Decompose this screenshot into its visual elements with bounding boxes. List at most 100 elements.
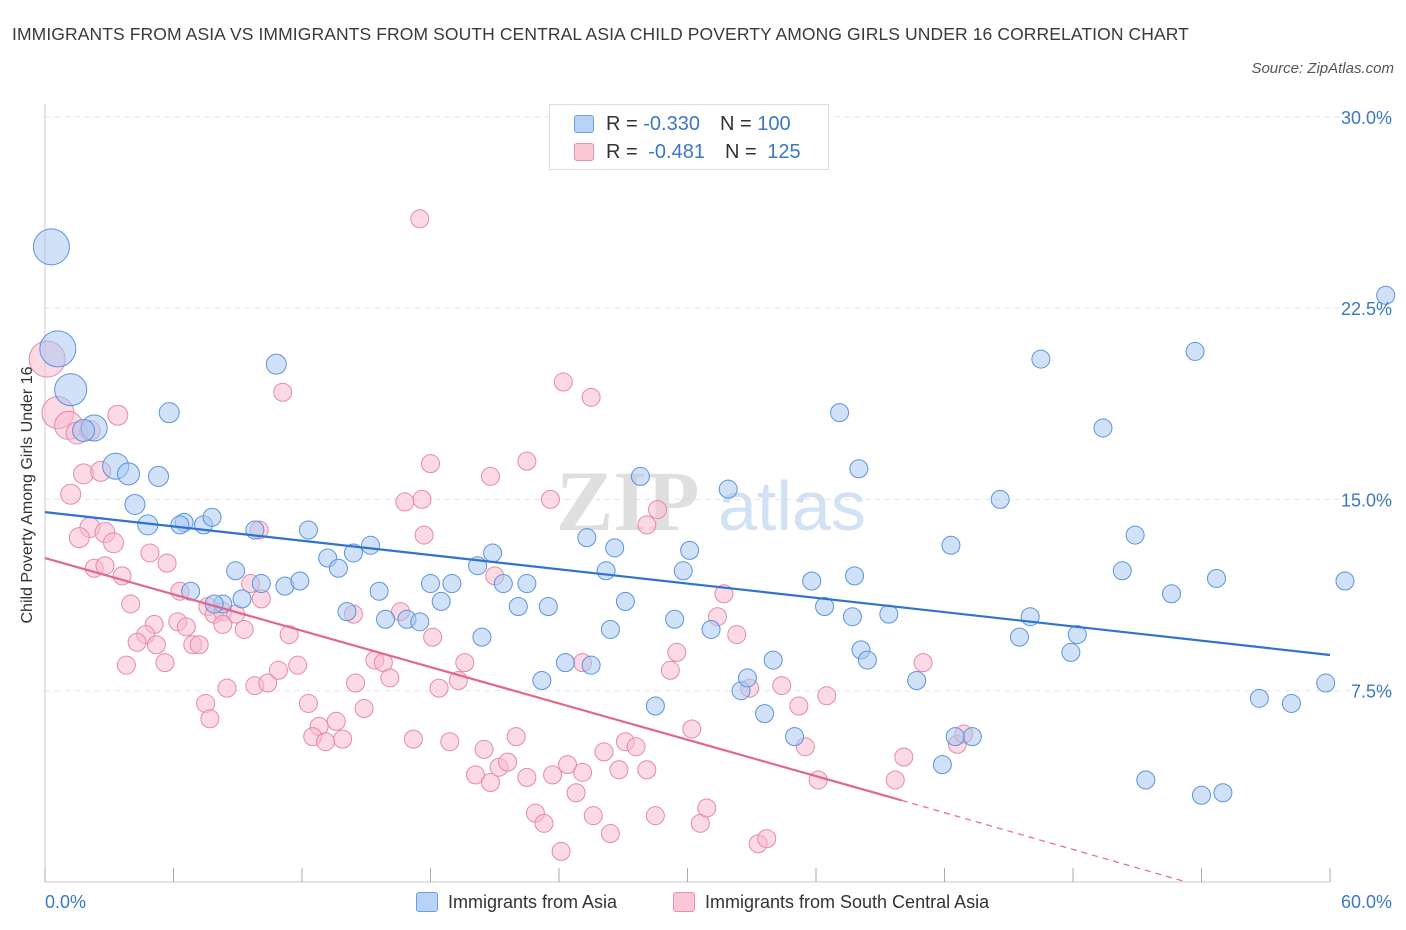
- pink-point: [107, 404, 129, 426]
- blue-point: [72, 419, 96, 443]
- blue-point: [410, 612, 430, 632]
- blue-point: [54, 373, 88, 407]
- pink-point: [553, 372, 573, 392]
- pink-point: [140, 543, 160, 563]
- pink-point: [645, 806, 665, 826]
- bottom-legend-swatch-blue: [416, 892, 438, 912]
- pink-point: [465, 765, 485, 785]
- blue-point: [673, 561, 693, 581]
- blue-point: [1009, 627, 1029, 647]
- pink-point: [380, 668, 400, 688]
- x-tick-labels: 0.0% 60.0%: [45, 892, 1392, 912]
- pink-point: [155, 653, 175, 673]
- x-tick-label: 0.0%: [45, 892, 86, 912]
- trend-lines: [44, 511, 1331, 883]
- y-tick-label: 22.5%: [1341, 299, 1392, 319]
- pink-point: [189, 635, 209, 655]
- pink-point: [127, 632, 147, 652]
- blue-point: [845, 566, 865, 586]
- legend-r-value-pink: -0.481: [648, 141, 705, 163]
- pink-point: [354, 699, 374, 719]
- blue-point: [376, 609, 396, 629]
- pink-trend-extension: [901, 799, 1187, 883]
- blue-point: [815, 597, 835, 617]
- blue-point: [665, 609, 685, 629]
- blue-point: [645, 696, 665, 716]
- pink-point: [772, 676, 792, 696]
- blue-point: [941, 535, 961, 555]
- blue-point: [755, 704, 775, 724]
- pink-point: [498, 752, 518, 772]
- legend-r-label: R =: [606, 113, 644, 135]
- pink-point: [757, 829, 777, 849]
- legend-swatch-pink: [574, 143, 594, 161]
- pink-point: [808, 770, 828, 790]
- blue-point: [117, 462, 141, 486]
- pink-point: [258, 673, 278, 693]
- legend-r-value-blue: -0.330: [643, 113, 700, 135]
- pink-point: [551, 841, 571, 861]
- blue-point: [483, 543, 503, 563]
- pink-point: [648, 500, 668, 520]
- blue-point: [990, 489, 1010, 509]
- blue-point: [962, 727, 982, 747]
- y-tick-label: 15.0%: [1341, 490, 1392, 510]
- pink-point: [543, 765, 563, 785]
- blue-point: [226, 561, 246, 581]
- blue-point: [1125, 525, 1145, 545]
- blue-point: [932, 755, 952, 775]
- blue-point: [849, 459, 869, 479]
- pink-point: [558, 755, 578, 775]
- pink-point: [455, 653, 475, 673]
- pink-point: [913, 653, 933, 673]
- blue-point: [328, 558, 348, 578]
- pink-point: [268, 660, 288, 680]
- pink-point: [637, 760, 657, 780]
- pink-point: [506, 727, 526, 747]
- y-tick-labels: 7.5% 15.0% 22.5% 30.0%: [1341, 108, 1392, 702]
- pink-point: [60, 483, 82, 505]
- pink-point: [540, 489, 560, 509]
- pink-point: [298, 693, 318, 713]
- x-tick-label: 60.0%: [1341, 892, 1392, 912]
- blue-point: [555, 653, 575, 673]
- blue-point: [251, 574, 271, 594]
- pink-point: [116, 655, 136, 675]
- blue-point: [493, 574, 513, 594]
- pink-point: [583, 806, 603, 826]
- blue-point: [1112, 561, 1132, 581]
- bottom-legend-asia: Immigrants from Asia: [416, 888, 617, 916]
- pink-point: [217, 678, 237, 698]
- blue-point: [1335, 571, 1355, 591]
- pink-point: [714, 584, 734, 604]
- pink-point: [660, 660, 680, 680]
- pink-point: [326, 711, 346, 731]
- blue-point: [148, 465, 170, 487]
- blue-point: [202, 507, 222, 527]
- blue-point: [158, 402, 180, 424]
- pink-point: [316, 732, 336, 752]
- blue-series-points: [32, 228, 1396, 805]
- blue-point: [265, 353, 287, 375]
- pink-point: [333, 729, 353, 749]
- blue-point: [945, 727, 965, 747]
- pink-point: [68, 527, 90, 549]
- blue-point: [32, 228, 70, 266]
- blue-point: [337, 602, 357, 622]
- pink-point: [273, 382, 293, 402]
- blue-trend-line: [44, 511, 1331, 657]
- pink-point: [697, 798, 717, 818]
- pink-point: [279, 625, 299, 645]
- pink-point: [429, 678, 449, 698]
- legend-n-label: N =: [724, 141, 763, 163]
- chart-title: IMMIGRANTS FROM ASIA VS IMMIGRANTS FROM …: [12, 24, 1189, 44]
- blue-point: [517, 574, 537, 594]
- pink-point: [423, 627, 443, 647]
- blue-point: [596, 561, 616, 581]
- blue-point: [763, 650, 783, 670]
- pink-point: [581, 387, 601, 407]
- pink-point: [200, 709, 220, 729]
- blue-point: [1136, 770, 1156, 790]
- pink-point: [403, 729, 423, 749]
- bottom-legend-swatch-pink: [673, 892, 695, 912]
